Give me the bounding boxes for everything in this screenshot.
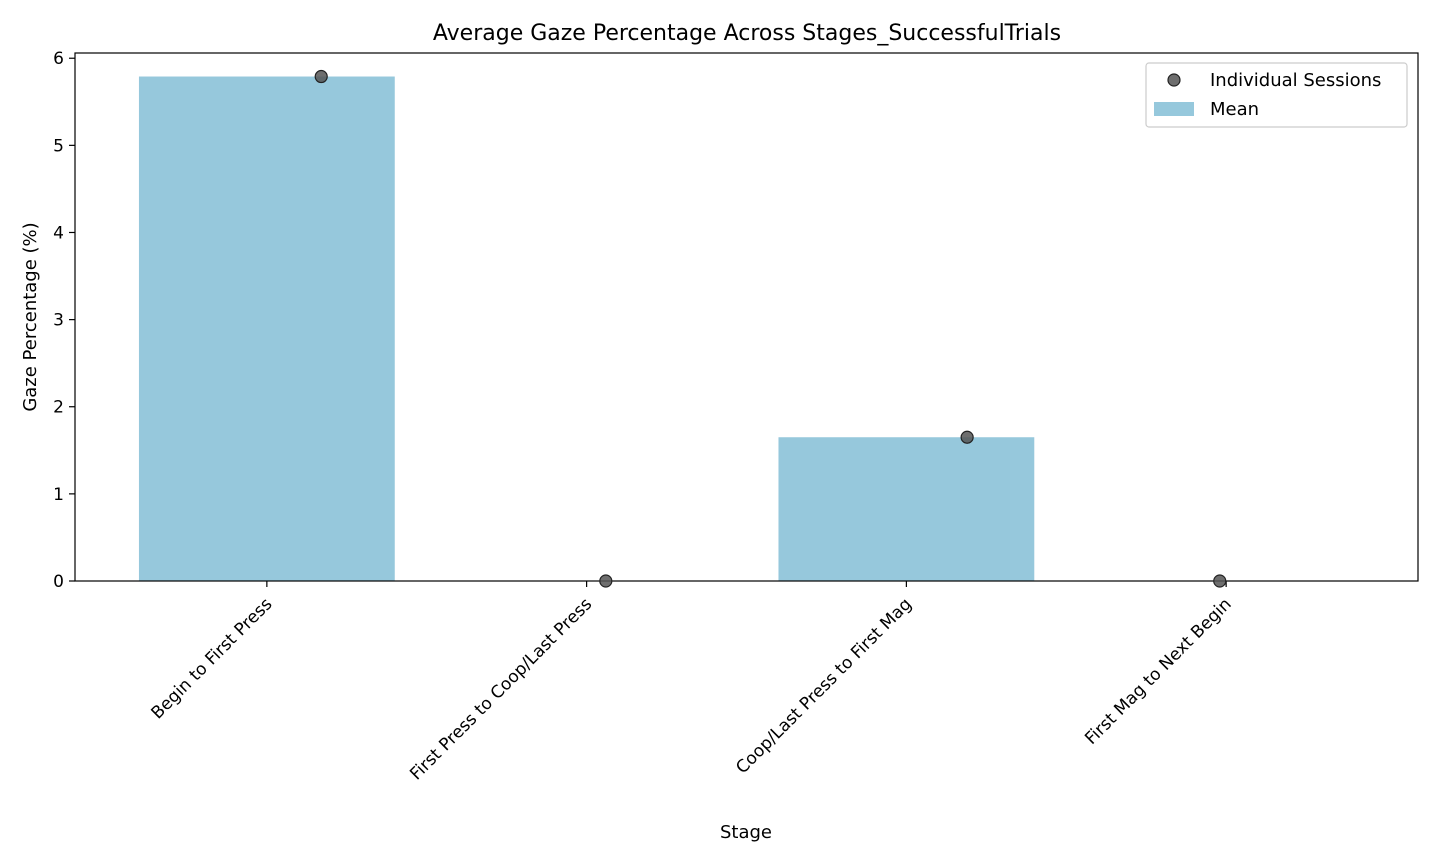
plot-area: 0 1 2 3 4 5 6 Begin to First Press First Press t… [53, 49, 1419, 784]
session-point-1 [314, 69, 328, 84]
y-tick-label-4: 4 [53, 223, 64, 243]
chart-title: Average Gaze Percentage Across Stages_Su… [433, 21, 1061, 46]
y-tick-label-5: 5 [53, 136, 64, 156]
y-tick-label-0: 0 [53, 572, 64, 592]
session-point-2 [599, 574, 613, 588]
session-point-4 [1213, 574, 1227, 588]
x-axis-label: Stage [720, 822, 772, 843]
session-point-3 [960, 430, 974, 444]
legend-box [1145, 62, 1408, 128]
x-tick-label-2: First Press to Coop/Last Press [406, 594, 596, 784]
legend: Individual Sessions Mean [1145, 62, 1408, 128]
y-axis-label: Gaze Percentage (%) [20, 222, 41, 411]
legend-marker-mean [1154, 102, 1194, 116]
x-tick-label-4: First Mag to Next Begin [1081, 594, 1235, 748]
axes-frame [74, 52, 1419, 582]
y-tick-label-6: 6 [53, 49, 64, 69]
y-tick-label-1: 1 [53, 485, 64, 505]
legend-label-1: Individual Sessions [1210, 70, 1381, 91]
x-tick-label-1: Begin to First Press [148, 594, 277, 723]
y-tick-label-3: 3 [53, 311, 64, 331]
bar-1 [138, 76, 395, 581]
bar-3 [778, 437, 1035, 581]
legend-label-2: Mean [1210, 99, 1259, 120]
x-tick-label-3: Coop/Last Press to First Mag [732, 594, 916, 778]
y-tick-label-2: 2 [53, 398, 64, 418]
legend-marker-sessions [1167, 73, 1181, 87]
